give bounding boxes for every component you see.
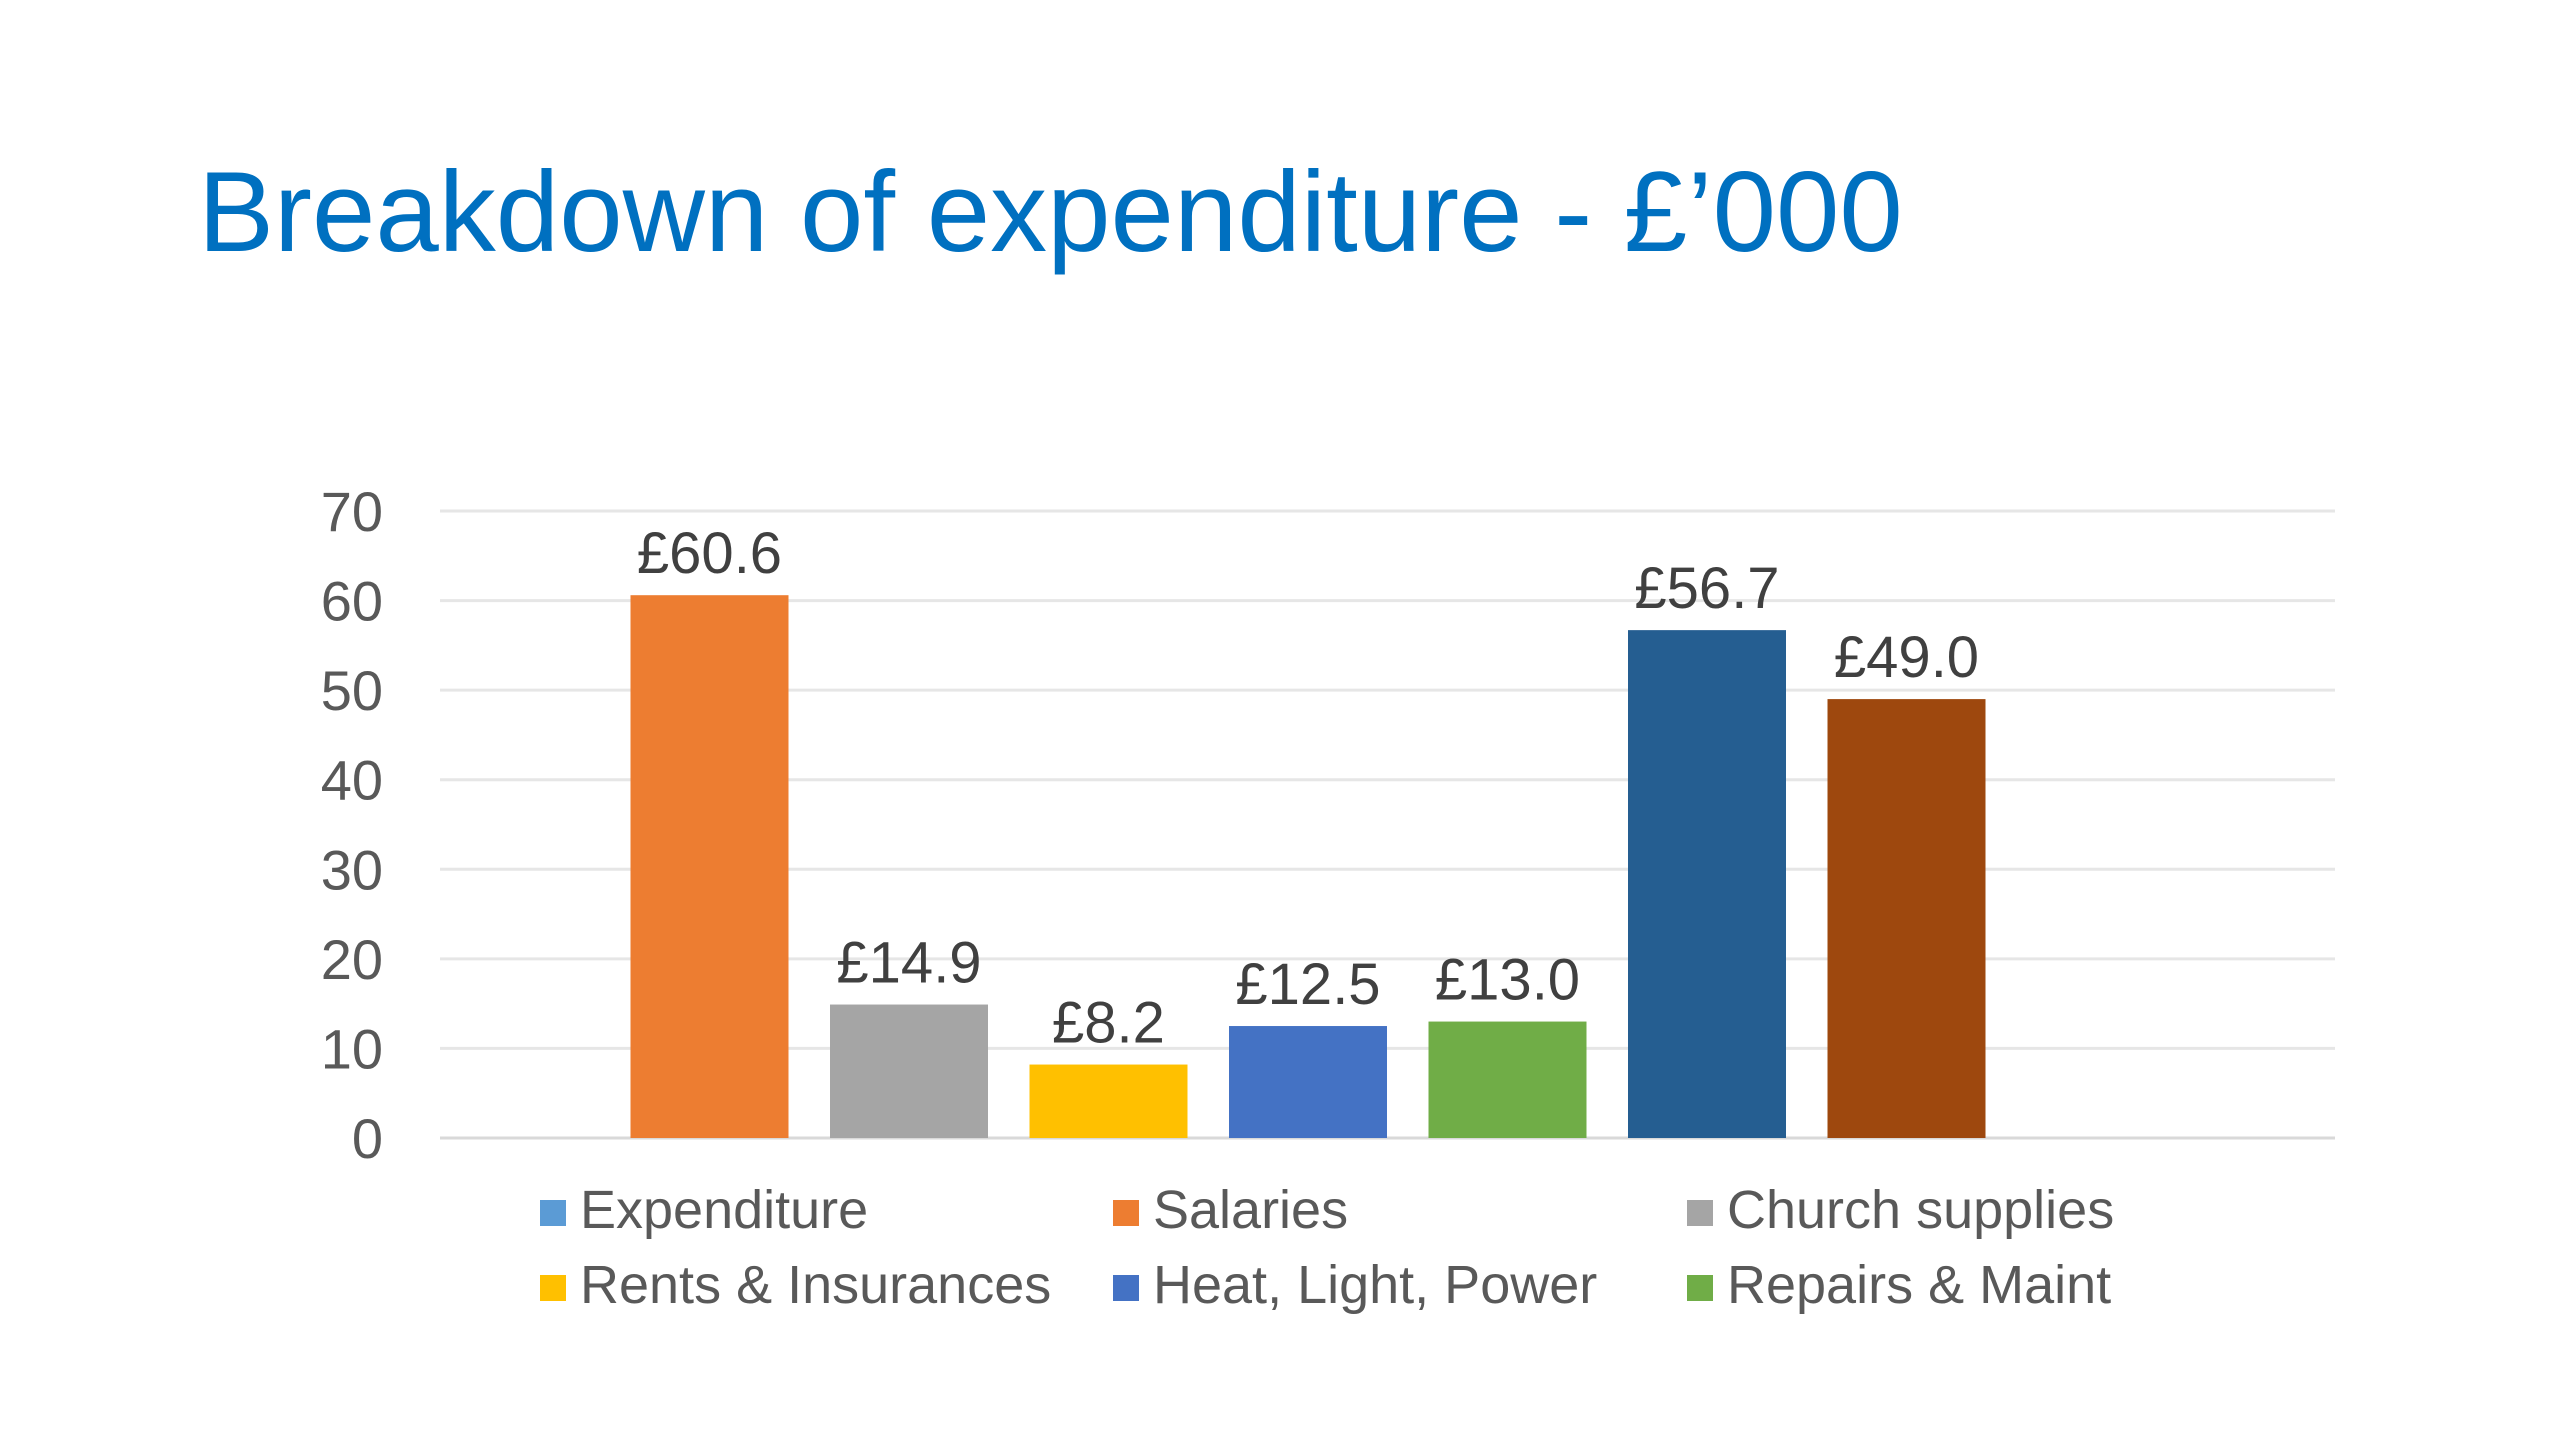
slide-title: Breakdown of expenditure - £’000: [198, 149, 1903, 276]
bar-data-label: £14.9: [836, 931, 981, 996]
legend-swatch: [540, 1275, 566, 1301]
y-tick-label: 40: [321, 749, 383, 812]
bars: [630, 595, 1986, 1138]
legend-label: Church supplies: [1727, 1180, 2114, 1240]
y-tick-label: 0: [352, 1107, 383, 1170]
bar-data-label: £49.0: [1834, 625, 1979, 690]
bar-data-label: £60.6: [637, 521, 782, 586]
y-tick-label: 70: [321, 480, 383, 543]
legend: Expenditure Salaries Church supplies Rents …: [540, 1180, 2114, 1315]
bar-data-label: £12.5: [1235, 952, 1380, 1017]
bar-series-7: [1628, 630, 1786, 1138]
legend-swatch: [1687, 1275, 1713, 1301]
bar-repairs-maint: [1428, 1021, 1587, 1138]
bar-series-8: [1827, 699, 1986, 1138]
legend-swatch: [1113, 1275, 1139, 1301]
y-tick-label: 30: [321, 838, 383, 901]
legend-label: Salaries: [1153, 1180, 1348, 1240]
bar-rents-insurances: [1029, 1064, 1188, 1138]
y-axis: 0 10 20 30 40 50 60 70: [321, 480, 383, 1170]
bar-salaries: [630, 595, 789, 1138]
legend-swatch: [540, 1200, 566, 1226]
legend-label: Repairs & Maint: [1727, 1255, 2111, 1315]
bar-church-supplies: [830, 1004, 988, 1138]
y-tick-label: 10: [321, 1017, 383, 1080]
y-tick-label: 50: [321, 659, 383, 722]
legend-label: Expenditure: [580, 1180, 868, 1240]
legend-swatch: [1687, 1200, 1713, 1226]
bar-data-label: £13.0: [1435, 948, 1580, 1013]
bar-data-labels: £60.6 £14.9 £8.2 £12.5 £13.0 £56.7 £49.0: [637, 521, 1979, 1055]
bar-data-label: £56.7: [1634, 556, 1779, 621]
bar-data-label: £8.2: [1052, 991, 1165, 1056]
bar-heat-light-power: [1229, 1026, 1387, 1138]
legend-label: Heat, Light, Power: [1153, 1255, 1597, 1315]
legend-label: Rents & Insurances: [580, 1255, 1051, 1315]
legend-swatch: [1113, 1200, 1139, 1226]
y-tick-label: 20: [321, 928, 383, 991]
y-tick-label: 60: [321, 570, 383, 633]
